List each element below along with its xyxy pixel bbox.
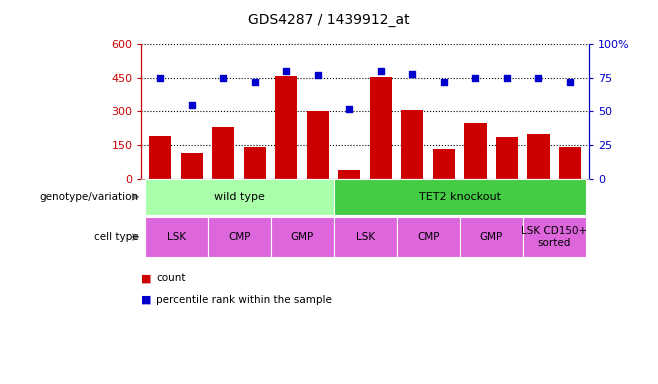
Text: cell type: cell type xyxy=(93,232,138,242)
Bar xyxy=(370,77,392,179)
Text: TET2 knockout: TET2 knockout xyxy=(418,192,501,202)
Bar xyxy=(244,147,266,179)
Point xyxy=(218,74,229,81)
Text: count: count xyxy=(156,273,186,283)
Point xyxy=(470,74,481,81)
Point xyxy=(155,74,166,81)
Text: GMP: GMP xyxy=(291,232,314,242)
Point xyxy=(407,71,418,77)
Point xyxy=(187,101,197,108)
Text: ■: ■ xyxy=(141,273,152,283)
Point xyxy=(439,79,449,85)
Bar xyxy=(149,136,171,179)
Point xyxy=(565,79,575,85)
Bar xyxy=(307,111,329,179)
Text: CMP: CMP xyxy=(228,232,251,242)
Text: LSK: LSK xyxy=(355,232,375,242)
Bar xyxy=(181,153,203,179)
Bar xyxy=(465,122,486,179)
Text: ■: ■ xyxy=(141,295,152,305)
Bar xyxy=(213,127,234,179)
Text: LSK: LSK xyxy=(166,232,186,242)
Text: CMP: CMP xyxy=(417,232,440,242)
Text: genotype/variation: genotype/variation xyxy=(39,192,138,202)
Bar xyxy=(528,134,549,179)
Bar xyxy=(496,137,518,179)
Bar xyxy=(559,147,581,179)
Point xyxy=(501,74,512,81)
Text: GMP: GMP xyxy=(480,232,503,242)
Bar xyxy=(433,149,455,179)
Bar xyxy=(401,110,424,179)
Text: wild type: wild type xyxy=(214,192,265,202)
Point xyxy=(533,74,544,81)
Point xyxy=(376,68,386,74)
Point xyxy=(344,106,355,112)
Bar xyxy=(338,170,361,179)
Point xyxy=(313,72,323,78)
Bar xyxy=(276,76,297,179)
Text: GDS4287 / 1439912_at: GDS4287 / 1439912_at xyxy=(248,13,410,27)
Point xyxy=(281,68,291,74)
Point xyxy=(249,79,260,85)
Text: percentile rank within the sample: percentile rank within the sample xyxy=(156,295,332,305)
Text: LSK CD150+
sorted: LSK CD150+ sorted xyxy=(521,226,588,248)
